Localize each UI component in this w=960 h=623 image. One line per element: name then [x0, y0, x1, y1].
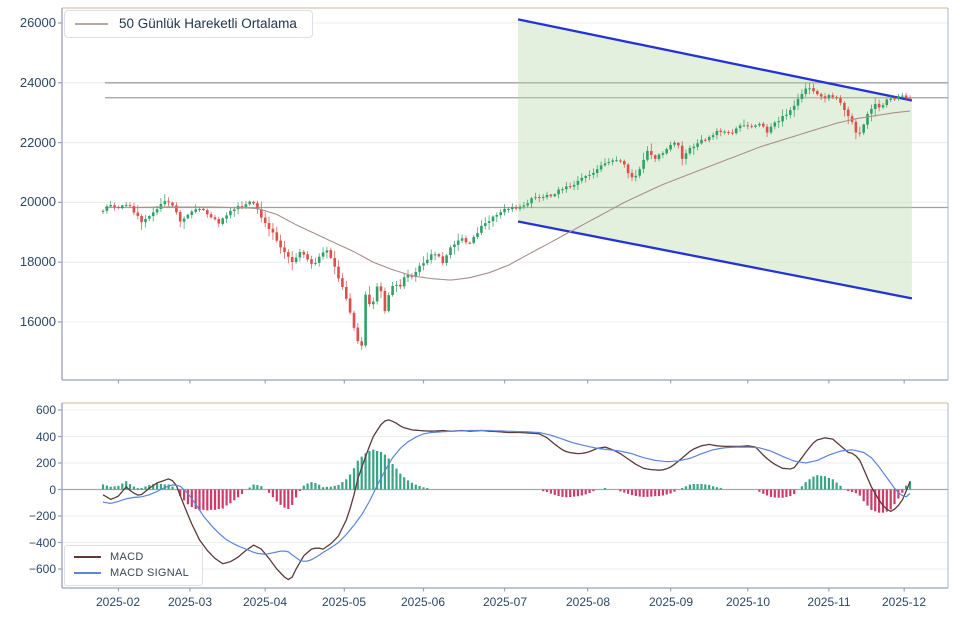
- macd-legend-label: MACD: [110, 551, 144, 563]
- ma-legend-label: 50 Günlük Hareketli Ortalama: [119, 16, 297, 31]
- price-y-tick-label: 26000: [19, 15, 56, 30]
- macd-y-tick-label: 200: [35, 456, 56, 470]
- macd-y-tick-label: −200: [28, 509, 56, 523]
- macd-signal-line-swatch: [74, 572, 101, 574]
- macd-signal-legend-row: MACD SIGNAL: [74, 567, 189, 579]
- macd-line-swatch: [74, 556, 101, 558]
- channel-lower-line: [517, 220, 913, 300]
- macd-signal-legend-label: MACD SIGNAL: [110, 567, 190, 579]
- x-tick-label: 2025-05: [321, 595, 367, 609]
- price-y-tick-label: 24000: [19, 75, 56, 90]
- trend-channel-fill: [518, 19, 912, 299]
- x-tick-label: 2025-04: [242, 595, 288, 609]
- ma-50-line: [137, 110, 911, 281]
- x-tick-label: 2025-06: [400, 595, 446, 609]
- x-tick-label: 2025-09: [648, 595, 694, 609]
- channel-upper-line: [517, 18, 913, 102]
- macd-legend: MACD MACD SIGNAL: [64, 545, 204, 586]
- macd-y-tick-label: −400: [28, 536, 56, 550]
- candlestick-series: [101, 82, 912, 350]
- ma-legend: 50 Günlük Hareketli Ortalama: [64, 10, 313, 38]
- x-tick-label: 2025-07: [482, 595, 528, 609]
- x-tick-label: 2025-11: [807, 595, 851, 609]
- macd-line: [102, 419, 911, 581]
- macd-y-tick-label: −600: [28, 562, 56, 576]
- macd-y-tick-label: 0: [49, 483, 56, 497]
- x-tick-label: 2025-08: [565, 595, 611, 609]
- price-y-tick-label: 16000: [19, 314, 56, 329]
- macd-signal-line: [102, 429, 911, 562]
- x-tick-label: 2025-02: [95, 595, 141, 609]
- x-tick-label: 2025-03: [167, 595, 213, 609]
- macd-y-tick-label: 400: [35, 430, 56, 444]
- x-tick-label: 2025-12: [881, 595, 927, 609]
- ma-legend-line-swatch: [75, 22, 108, 25]
- macd-y-tick-label: 600: [35, 403, 56, 417]
- macd-legend-row: MACD: [74, 551, 189, 563]
- x-tick-label: 2025-10: [725, 595, 771, 609]
- price-y-tick-label: 22000: [19, 135, 56, 150]
- price-y-tick-label: 18000: [19, 254, 56, 269]
- price-y-tick-label: 20000: [19, 194, 56, 209]
